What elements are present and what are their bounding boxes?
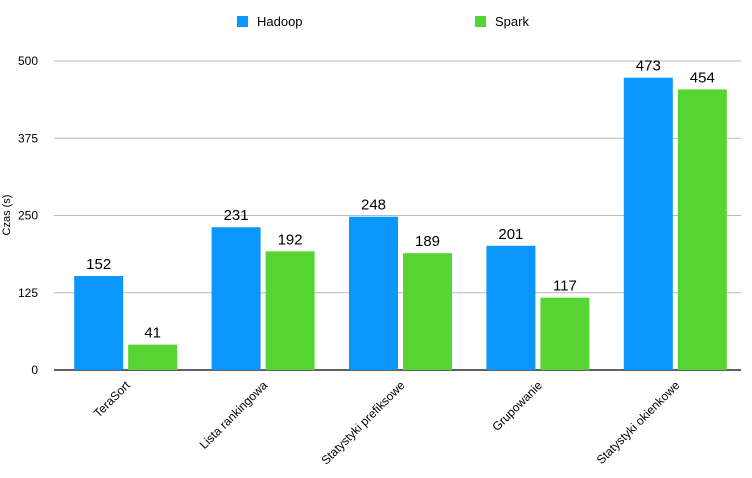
y-axis-title: Czas (s) xyxy=(1,195,13,236)
bars: 152 41 231 192 248 189 201 117 473 454 xyxy=(74,58,727,370)
x-tick-label: Statystyki okienkowe xyxy=(594,378,683,467)
y-tick-label: 500 xyxy=(18,54,38,68)
y-axis-ticks: 0 125 250 375 500 xyxy=(18,54,38,377)
y-tick-label: 0 xyxy=(31,363,38,377)
bar-hadoop xyxy=(211,227,261,370)
y-tick-label: 375 xyxy=(18,131,38,145)
data-label: 41 xyxy=(144,325,161,342)
y-tick-label: 125 xyxy=(18,286,38,300)
y-tick-label: 250 xyxy=(18,209,38,223)
legend-swatch-spark xyxy=(475,16,486,27)
bar-spark xyxy=(128,344,178,370)
x-tick-label: Lista rankingowa xyxy=(197,378,271,452)
data-label: 473 xyxy=(636,58,661,75)
x-tick-label: Grupowanie xyxy=(489,378,545,434)
bar-hadoop xyxy=(74,276,124,370)
bar-hadoop xyxy=(349,216,398,370)
legend-label: Hadoop xyxy=(257,14,303,29)
legend: Hadoop Spark xyxy=(237,14,529,29)
bar-hadoop xyxy=(623,77,673,370)
data-label: 192 xyxy=(278,231,303,248)
data-label: 248 xyxy=(361,197,386,214)
data-label: 454 xyxy=(690,69,715,86)
x-tick-label: Statystyki prefiksowe xyxy=(318,378,407,467)
bar-spark xyxy=(677,89,727,370)
x-axis-labels: TeraSort Lista rankingowa Statystyki prefi… xyxy=(91,378,683,468)
data-label: 201 xyxy=(498,226,523,243)
data-label: 117 xyxy=(553,278,577,295)
bar-spark xyxy=(265,251,315,370)
data-label: 152 xyxy=(86,256,111,273)
x-tick-label: TeraSort xyxy=(91,378,133,420)
bar-spark xyxy=(540,297,590,370)
data-label: 189 xyxy=(415,233,440,250)
data-label: 231 xyxy=(224,207,249,224)
legend-swatch-hadoop xyxy=(237,16,248,27)
bar-hadoop xyxy=(486,245,536,370)
legend-label: Spark xyxy=(495,14,529,29)
bar-spark xyxy=(403,253,452,370)
